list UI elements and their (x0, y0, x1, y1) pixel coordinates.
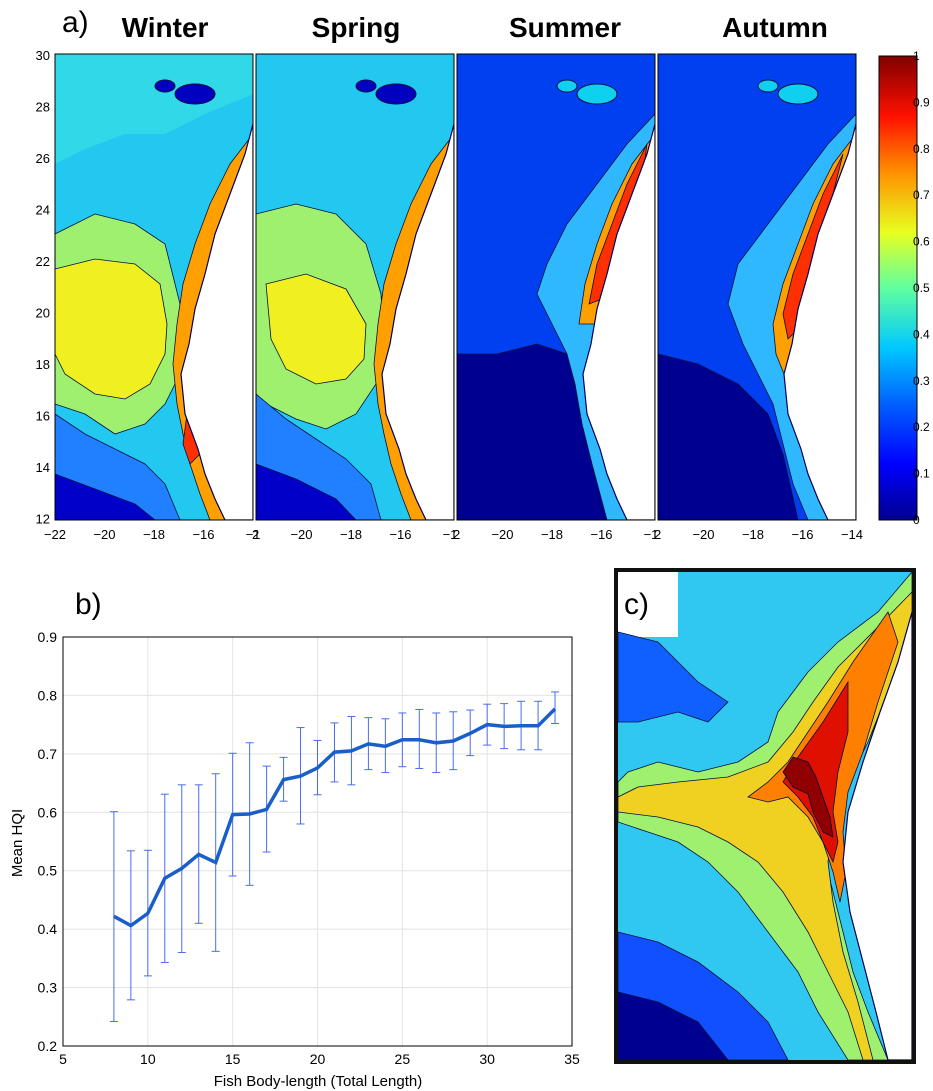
colorbar-tick-label: 0.2 (913, 420, 930, 434)
panel-a-label: a) (62, 6, 89, 39)
y-tick-label: 0.8 (38, 687, 58, 703)
y-tick-label: 26 (36, 151, 50, 166)
y-tick-label: 24 (36, 203, 50, 218)
x-tick-label: 2 (654, 527, 661, 542)
colorbar-tick-label: 0.9 (913, 95, 930, 109)
panel-c-frame (614, 568, 916, 1064)
panel-b-label: b) (75, 588, 102, 621)
x-tick-label: −1 (246, 527, 261, 542)
x-tick-label: 2 (252, 527, 259, 542)
colorbar-tick-label: 0.6 (913, 235, 930, 249)
y-tick-label: 30 (36, 48, 50, 63)
y-tick-label: 0.5 (38, 863, 58, 879)
x-tick-label: −16 (791, 527, 813, 542)
y-tick-label: 0.6 (38, 804, 58, 820)
x-tick-label: 30 (479, 1051, 495, 1067)
map-summer (456, 53, 656, 521)
title-winter: Winter (121, 12, 209, 43)
y-tick-label: 0.7 (38, 746, 58, 762)
x-tick-label: −20 (93, 527, 115, 542)
y-tick-label: 0.3 (38, 980, 58, 996)
x-tick-label: 5 (59, 1051, 67, 1067)
x-tick-label: −16 (389, 527, 411, 542)
colorbar-tick-label: 0.8 (913, 142, 930, 156)
x-tick-label: −18 (143, 527, 165, 542)
y-tick-label: 14 (36, 460, 50, 475)
colorbar-tick-label: 0.4 (913, 327, 930, 341)
y-tick-label: 0.9 (38, 629, 58, 645)
x-tick-label: −22 (44, 527, 66, 542)
x-tick-label: −1 (443, 527, 458, 542)
mean-hqi-line (113, 707, 557, 928)
x-tick-label: 10 (140, 1051, 156, 1067)
map-winter (54, 53, 254, 521)
y-tick-label: 0.2 (38, 1038, 58, 1054)
x-tick-label: −18 (742, 527, 764, 542)
y-axis-label: Mean HQI (9, 809, 26, 877)
title-autumn: Autumn (722, 12, 828, 43)
x-tick-label: 35 (564, 1051, 580, 1067)
x-tick-label: −1 (644, 527, 659, 542)
y-tick-label: 22 (36, 254, 50, 269)
map-autumn (657, 53, 857, 521)
colorbar-tick-label: 0.7 (913, 188, 930, 202)
y-tick-label: 0.4 (38, 921, 58, 937)
x-tick-label: −16 (192, 527, 214, 542)
x-tick-label: −18 (541, 527, 563, 542)
x-tick-label: 25 (395, 1051, 411, 1067)
zoomed-coastal-map (618, 572, 912, 1060)
y-tick-label: 16 (36, 409, 50, 424)
x-tick-label: −20 (290, 527, 312, 542)
title-spring: Spring (311, 12, 401, 43)
title-summer: Summer (508, 12, 622, 43)
x-tick-label: −18 (340, 527, 362, 542)
x-tick-label: −14 (841, 527, 863, 542)
panel-a-x-axis: −22 −20 −18 −16 −12 −20 −18 −16 −12 −20 −18 −16 −12−… (44, 527, 863, 542)
panel-c-label: c) (624, 588, 663, 626)
colorbar-tick-label: 0 (913, 513, 920, 527)
colorbar-tick-label: 0.5 (913, 281, 930, 295)
y-tick-label: 12 (36, 512, 50, 527)
colorbar: 1 0.9 0.8 0.7 0.6 0.5 0.4 0.3 0.2 0.1 0 (878, 49, 930, 527)
x-tick-label: −20 (692, 527, 714, 542)
x-tick-label: 20 (310, 1051, 326, 1067)
y-tick-label: 18 (36, 357, 50, 372)
colorbar-tick-label: 0.3 (913, 374, 930, 388)
x-tick-label: −16 (590, 527, 612, 542)
map-spring (255, 53, 455, 521)
y-tick-label: 28 (36, 100, 50, 115)
x-tick-label: 2 (453, 527, 460, 542)
colorbar-tick-label: 1 (913, 49, 920, 63)
y-tick-label: 20 (36, 306, 50, 321)
x-axis-label: Fish Body-length (Total Length) (214, 1073, 422, 1090)
colorbar-tick-label: 0.1 (913, 467, 930, 481)
panel-a-y-axis: 30 28 26 24 22 20 18 16 14 12 (36, 48, 50, 527)
x-tick-label: 15 (225, 1051, 241, 1067)
x-tick-label: −20 (491, 527, 513, 542)
